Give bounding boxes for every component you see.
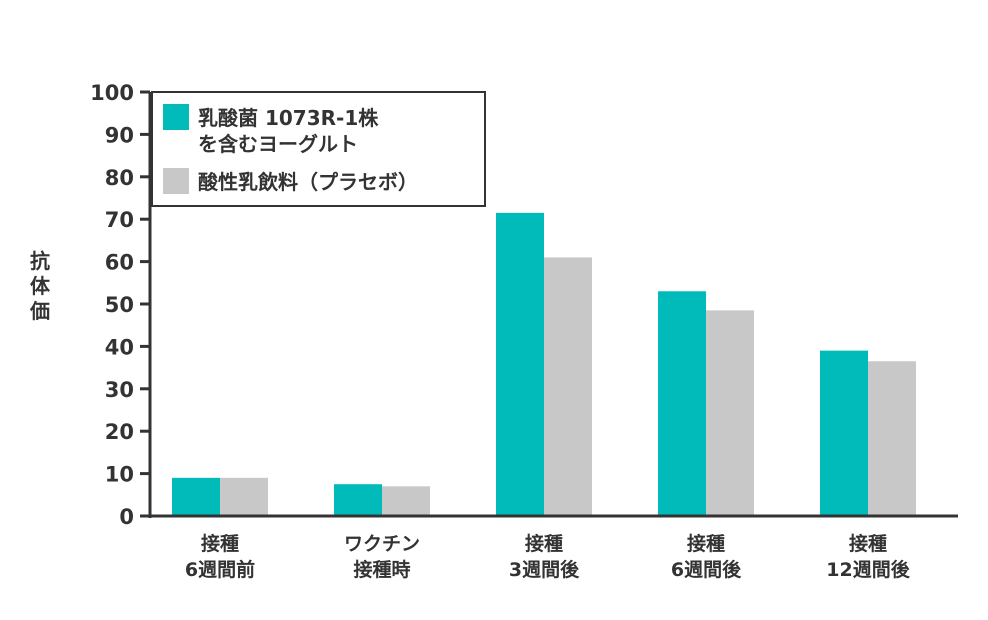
y-axis-label: 抗体価 xyxy=(29,249,51,323)
bar-series1-cat0 xyxy=(220,477,268,516)
bar-series0-cat2 xyxy=(496,212,544,516)
legend-label-yogurt-line1: 乳酸菌 1073R-1株 xyxy=(198,106,379,130)
x-category-label: 6週間後 xyxy=(671,558,742,581)
legend-swatch-yogurt xyxy=(163,104,189,130)
y-tick-label: 50 xyxy=(105,293,134,317)
bar-series0-cat1 xyxy=(334,484,382,516)
x-category-label: 接種時 xyxy=(353,559,410,581)
x-category-label: 接種 xyxy=(849,533,887,555)
bars xyxy=(172,212,916,516)
legend: 乳酸菌 1073R-1株 を含むヨーグルト 酸性乳飲料（プラセボ） xyxy=(151,91,486,207)
y-tick-label: 0 xyxy=(119,505,134,529)
bar-series0-cat3 xyxy=(658,291,706,516)
y-tick-label: 30 xyxy=(105,378,134,402)
y-tick-label: 100 xyxy=(90,81,134,105)
y-axis-ticks: 0 10 20 30 40 50 60 70 80 90 100 xyxy=(90,81,150,529)
legend-swatch-placebo xyxy=(163,168,189,194)
x-category-label: 6週間前 xyxy=(185,558,255,581)
y-tick-label: 80 xyxy=(105,166,134,190)
y-tick-label: 60 xyxy=(105,251,134,275)
y-tick-label: 20 xyxy=(105,420,134,444)
x-category-label: 3週間後 xyxy=(509,558,580,581)
y-tick-label: 90 xyxy=(105,123,134,147)
x-category-label: 接種 xyxy=(201,533,239,555)
bar-series1-cat4 xyxy=(868,361,916,516)
x-category-label: 12週間後 xyxy=(826,558,910,581)
bar-series0-cat4 xyxy=(820,350,868,516)
bar-series1-cat3 xyxy=(706,310,754,516)
x-category-label: ワクチン xyxy=(344,533,420,555)
legend-label-placebo: 酸性乳飲料（プラセボ） xyxy=(198,170,418,194)
bar-series0-cat0 xyxy=(172,477,220,516)
y-tick-label: 70 xyxy=(105,208,134,232)
legend-box xyxy=(151,91,486,207)
y-tick-label: 40 xyxy=(105,335,134,359)
bar-series1-cat1 xyxy=(382,486,430,516)
legend-label-yogurt-line2: を含むヨーグルト xyxy=(198,132,358,156)
y-tick-label: 10 xyxy=(105,463,134,487)
bar-series1-cat2 xyxy=(544,257,592,516)
x-category-label: 接種 xyxy=(525,533,563,555)
x-category-label: 接種 xyxy=(687,533,725,555)
